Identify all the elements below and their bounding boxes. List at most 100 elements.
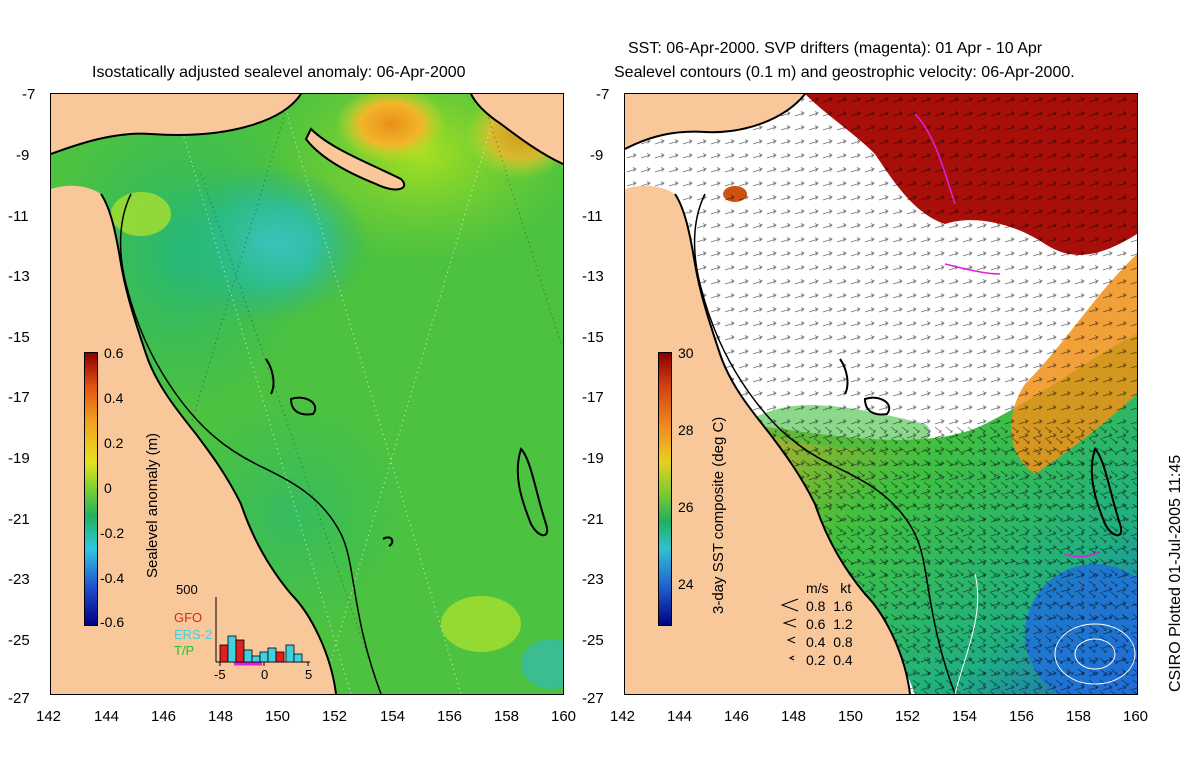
positive-anomaly-patch [441, 596, 521, 652]
histogram-bar [285, 644, 295, 663]
right-x-tick: 158 [1066, 708, 1092, 725]
sealevel-contour [1054, 623, 1136, 685]
left-x-tick: 154 [380, 708, 406, 725]
reef-outline [289, 396, 317, 416]
arrow-legend-glyph [788, 655, 795, 661]
svp-drifter-track [944, 263, 1001, 275]
right-colorbar-tick: 30 [678, 345, 694, 361]
new-guinea-coast [625, 94, 806, 150]
altimeter-track [200, 173, 382, 694]
svp-drifter-track [914, 113, 956, 205]
arrow-legend-header: m/s kt [806, 580, 852, 596]
new-guinea-land [51, 94, 301, 154]
histogram-legend-tp: T/P [174, 643, 195, 658]
left-y-tick: -17 [8, 389, 30, 406]
left-y-tick: -15 [8, 329, 30, 346]
solomon-islands-land [471, 94, 563, 164]
histogram-bar [293, 653, 303, 663]
right-y-tick: -13 [582, 268, 604, 285]
left-y-tick: -13 [8, 268, 30, 285]
right-x-tick: 160 [1123, 708, 1149, 725]
right-y-tick: -7 [596, 86, 610, 103]
left-colorbar-tick: 0.6 [104, 345, 124, 361]
histogram-bar [259, 651, 269, 663]
left-x-tick: 142 [36, 708, 62, 725]
left-map-title: Isostatically adjusted sealevel anomaly:… [92, 64, 466, 81]
left-colorbar [84, 352, 98, 626]
left-y-tick: -11 [8, 208, 29, 225]
chesterfield-reef-outline [1090, 447, 1123, 537]
australia-coast [100, 193, 337, 694]
left-y-tick: -27 [8, 690, 30, 707]
right-y-tick: -9 [590, 147, 604, 164]
right-x-tick: 152 [895, 708, 921, 725]
plot-credit-label: CSIRO Plotted 01-Jul-2005 11:45 [1167, 454, 1184, 692]
new-guinea-coast [51, 94, 302, 155]
left-y-tick: -19 [8, 450, 30, 467]
reef-outline [863, 396, 891, 416]
histogram-plot [215, 597, 310, 666]
new-guinea-land [625, 94, 805, 149]
histogram-bar [251, 655, 261, 663]
svp-drifter-track [1064, 551, 1101, 558]
right-sst-map [624, 93, 1138, 695]
histogram-x-tick: 5 [305, 667, 313, 682]
histogram-x-tick: 0 [261, 667, 269, 682]
right-y-tick: -23 [582, 571, 604, 588]
right-y-tick: -19 [582, 450, 604, 467]
left-colorbar-tick: 0 [104, 480, 112, 496]
histogram-bar [235, 639, 245, 663]
right-colorbar-tick: 24 [678, 576, 694, 592]
histogram-legend-gfo: GFO [174, 610, 203, 625]
left-x-tick: 156 [437, 708, 463, 725]
right-y-tick: -21 [582, 511, 604, 528]
right-map-title-line1: SST: 06-Apr-2000. SVP drifters (magenta)… [628, 40, 1043, 57]
solomon-islands-coast [470, 94, 563, 165]
positive-anomaly-patch [111, 192, 171, 236]
reef-outline [382, 536, 394, 547]
right-y-tick: -11 [582, 208, 603, 225]
left-y-tick: -25 [8, 632, 30, 649]
left-sealevel-map [50, 93, 564, 695]
histogram-max-label: 500 [176, 582, 198, 597]
right-y-tick: -15 [582, 329, 604, 346]
histogram-bar [243, 649, 253, 663]
arrow-legend-glyph [780, 598, 799, 612]
left-colorbar-label: Sealevel anomaly (m) [144, 432, 161, 578]
reef-outline [839, 358, 849, 395]
left-x-tick: 160 [551, 708, 577, 725]
left-x-tick: 146 [151, 708, 177, 725]
island-coast [304, 127, 406, 191]
histogram-bar [267, 647, 277, 663]
arrow-legend-glyph [782, 618, 797, 628]
histogram-bar [219, 644, 229, 663]
right-y-tick: -27 [582, 690, 604, 707]
sealevel-contour [954, 573, 979, 694]
shelf-isobath [693, 193, 956, 694]
histogram-bar [275, 651, 285, 663]
right-map-svg [625, 94, 1137, 694]
histogram-bar [227, 635, 237, 663]
arrow-legend-row: 0.6 1.2 [806, 616, 853, 632]
left-y-tick: -23 [8, 571, 30, 588]
right-colorbar-tick: 26 [678, 499, 694, 515]
right-y-tick: -17 [582, 389, 604, 406]
left-x-tick: 150 [265, 708, 291, 725]
histogram-legend-ers2: ERS-2 [174, 627, 213, 642]
right-x-tick: 142 [610, 708, 636, 725]
left-x-tick: 144 [94, 708, 120, 725]
arrow-legend-row: 0.8 1.6 [806, 598, 853, 614]
sealevel-contour [1074, 638, 1116, 670]
australia-coast [674, 193, 911, 694]
left-colorbar-tick: 0.2 [104, 435, 124, 451]
right-x-tick: 148 [781, 708, 807, 725]
chesterfield-reef-outline [516, 447, 549, 537]
right-y-tick: -25 [582, 632, 604, 649]
left-colorbar-tick: -0.6 [100, 614, 125, 630]
left-map-svg [51, 94, 563, 694]
warm-anomaly-region [336, 94, 446, 162]
australia-land [51, 185, 336, 694]
right-x-tick: 144 [667, 708, 693, 725]
reef-outline [265, 358, 275, 395]
histogram-x-tick: -5 [214, 667, 226, 682]
